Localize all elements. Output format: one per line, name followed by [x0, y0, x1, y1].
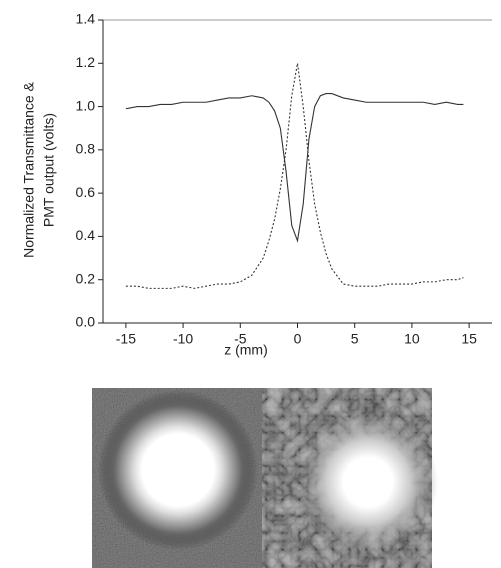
y-tick-label: 0.4	[76, 227, 96, 243]
x-axis-label: z (mm)	[224, 342, 268, 358]
data-line	[125, 63, 464, 289]
x-tick-label: 5	[351, 331, 359, 347]
beam-images	[92, 388, 438, 568]
x-tick-label: -10	[173, 331, 193, 347]
x-tick-label: 10	[404, 331, 420, 347]
y-tick-label: 0.2	[76, 270, 96, 286]
x-tick-label: -5	[234, 331, 247, 347]
y-axis-label: PMT output (volts)	[41, 113, 57, 227]
x-tick-label: -15	[116, 331, 136, 347]
data-line	[125, 93, 464, 243]
y-tick-label: 0.8	[76, 141, 96, 157]
y-tick-label: 1.0	[76, 97, 96, 113]
y-tick-label: 0.6	[76, 184, 96, 200]
y-axis-label: Normalized Transmittance &	[21, 81, 37, 258]
x-tick-label: 0	[294, 331, 302, 347]
x-tick-label: 15	[461, 331, 477, 347]
beam-spot	[298, 412, 438, 552]
y-tick-label: 1.2	[76, 54, 96, 70]
beam-spot	[98, 390, 258, 550]
y-tick-label: 0.0	[76, 314, 96, 330]
y-tick-label: 1.4	[76, 11, 96, 27]
